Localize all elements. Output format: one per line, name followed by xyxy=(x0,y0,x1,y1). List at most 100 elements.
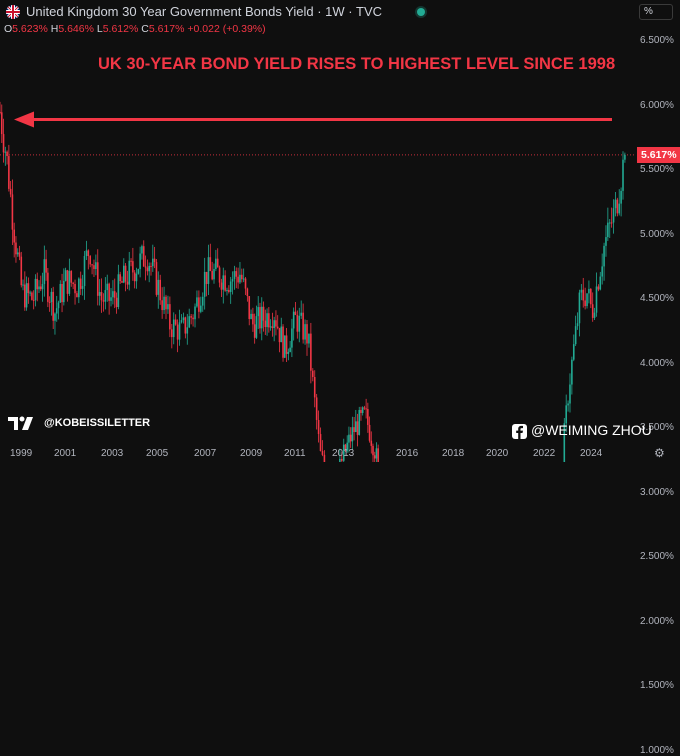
candle-body xyxy=(24,284,26,308)
candle-body xyxy=(38,286,40,290)
candle-body xyxy=(200,305,202,312)
candle-body xyxy=(346,442,349,451)
candle-body xyxy=(276,326,279,329)
candle-body xyxy=(622,159,624,191)
candle-body xyxy=(605,237,607,246)
candle-body xyxy=(66,270,69,294)
candle-body xyxy=(98,292,101,296)
candle-body xyxy=(32,299,35,301)
candle-body xyxy=(298,315,301,332)
candle-body xyxy=(89,256,91,265)
candle-body xyxy=(351,427,354,442)
candle-body xyxy=(317,419,320,435)
candle-body xyxy=(595,286,598,313)
candle-body xyxy=(616,199,619,214)
candle-body xyxy=(315,397,318,420)
candle-body xyxy=(128,260,131,285)
candle-body xyxy=(591,304,594,318)
candle-body xyxy=(572,344,575,360)
candle-body xyxy=(218,267,221,283)
candle-body xyxy=(260,306,263,329)
candle-body xyxy=(74,283,76,294)
candle-body xyxy=(367,409,369,425)
candle-body xyxy=(224,275,226,291)
x-tick-label: 2018 xyxy=(442,448,465,459)
candle-body xyxy=(126,281,129,285)
candle-body xyxy=(31,292,33,300)
candle-body xyxy=(569,384,571,404)
candle-body xyxy=(8,156,10,189)
candle-body xyxy=(83,256,86,287)
uk-flag-icon xyxy=(6,5,20,19)
candle-body xyxy=(201,296,204,306)
candle-body xyxy=(228,289,230,292)
candle-body xyxy=(255,316,258,338)
candle-body xyxy=(104,290,107,302)
candle-body xyxy=(257,307,260,317)
candle-body xyxy=(27,283,30,294)
candle-body xyxy=(16,252,19,255)
candle-body xyxy=(68,270,71,294)
candle-body xyxy=(246,288,249,297)
x-tick-label: 2016 xyxy=(396,448,419,459)
candle-body xyxy=(130,260,132,262)
candle-body xyxy=(153,258,156,263)
candle-body xyxy=(339,458,341,462)
candle-body xyxy=(85,250,88,257)
y-tick-label: 4.000% xyxy=(640,357,674,369)
candle-body xyxy=(207,257,210,284)
candle-body xyxy=(47,272,49,302)
x-tick-label: 2024 xyxy=(580,448,603,459)
candle-body xyxy=(342,444,345,461)
candle-body xyxy=(302,312,304,340)
candle-body xyxy=(372,445,374,456)
y-tick-label: 5.000% xyxy=(640,228,674,240)
candle-body xyxy=(599,276,602,290)
y-tick-label: 4.500% xyxy=(640,293,674,304)
candle-body xyxy=(291,328,293,348)
candle-body xyxy=(108,283,110,301)
x-tick-label: 2007 xyxy=(194,448,217,459)
candle-body xyxy=(91,264,93,266)
candle-body xyxy=(121,281,123,283)
candle-body xyxy=(271,326,274,329)
candle-body xyxy=(578,292,581,324)
candle-body xyxy=(375,448,378,459)
candle-body xyxy=(133,272,136,282)
symbol-title[interactable]: United Kingdom 30 Year Government Bonds … xyxy=(26,4,383,19)
candle-body xyxy=(39,286,42,290)
candle-body xyxy=(81,286,84,289)
candle-body xyxy=(580,289,583,293)
candle-body xyxy=(63,280,65,303)
facebook-icon xyxy=(512,424,527,439)
candle-body xyxy=(4,151,7,153)
candle-body xyxy=(15,242,17,255)
candle-body xyxy=(250,313,252,319)
candle-body xyxy=(278,328,281,343)
candle-body xyxy=(172,319,175,338)
y-tick-label: 6.000% xyxy=(640,99,674,111)
candle-body xyxy=(213,268,215,280)
candle-body xyxy=(20,256,23,286)
candle-body xyxy=(229,281,232,292)
unit-toggle-button[interactable]: % xyxy=(639,4,673,20)
candle-body xyxy=(269,326,272,328)
candle-body xyxy=(54,313,56,321)
price-chart[interactable] xyxy=(0,0,680,462)
candle-body xyxy=(61,284,63,303)
candle-body xyxy=(78,278,80,298)
settings-gear-icon[interactable]: ⚙ xyxy=(654,446,665,460)
candle-body xyxy=(196,297,198,307)
candle-body xyxy=(72,282,74,284)
candle-body xyxy=(45,259,47,273)
candle-body xyxy=(132,261,134,273)
candle-body xyxy=(41,283,44,290)
candle-body xyxy=(612,208,615,223)
candle-body xyxy=(22,284,24,286)
candle-body xyxy=(18,252,21,257)
candle-body xyxy=(244,278,247,289)
y-tick-label: 1.500% xyxy=(640,680,674,691)
candle-body xyxy=(157,279,160,295)
chart-header: United Kingdom 30 Year Government Bonds … xyxy=(0,0,680,40)
candle-body xyxy=(576,323,579,327)
